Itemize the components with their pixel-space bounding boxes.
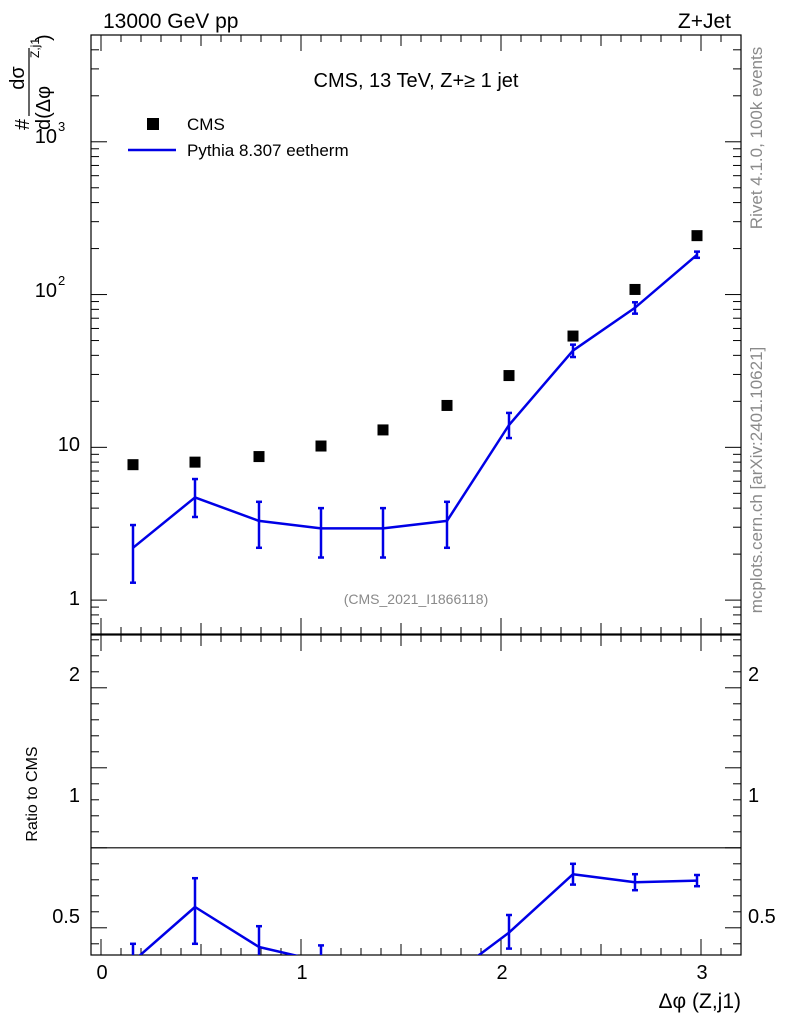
xtick-label-2: 2: [496, 962, 507, 984]
ratio-ytick-right-1: 1: [748, 785, 759, 807]
cms-data-point: [629, 283, 641, 295]
cms-data-point: [691, 230, 703, 242]
legend-label-pythia: Pythia 8.307 eetherm: [187, 141, 349, 160]
ratio-y-axis-title: Ratio to CMS: [24, 746, 41, 841]
cms-data-point: [503, 370, 515, 382]
mc-series-ratio: [130, 862, 700, 955]
cms-data-point: [441, 399, 453, 411]
ytick-label-1: 1: [69, 588, 80, 610]
legend: CMS Pythia 8.307 eetherm: [128, 115, 349, 160]
ytick-label-1000-exp: 3: [58, 119, 65, 134]
ratio-axes: [91, 635, 742, 955]
ytick-label-10: 10: [58, 434, 80, 456]
ratio-line: [138, 872, 698, 955]
ratio-ytick-right-0p5: 0.5: [748, 906, 776, 928]
analysis-id-watermark: (CMS_2021_I1866118): [344, 591, 489, 607]
ytick-label-100-exp: 2: [58, 273, 65, 288]
main-y-axis-title: # dσ d(Δφ Z,j1 ): [7, 34, 55, 130]
ratio-ytick-left-1: 1: [69, 785, 80, 807]
ratio-ytick-left-0p5: 0.5: [52, 906, 80, 928]
cms-data-point: [377, 424, 389, 436]
cms-series-main: [127, 230, 703, 471]
ytick-label-1000: 10: [35, 126, 57, 148]
plot-title: CMS, 13 TeV, Z+≥ 1 jet: [314, 70, 519, 92]
cms-data-point: [253, 451, 265, 463]
cms-data-point: [127, 459, 139, 471]
rivet-version-label: Rivet 4.1.0, 100k events: [747, 47, 766, 229]
cms-data-point: [315, 440, 327, 452]
legend-label-cms: CMS: [187, 115, 225, 134]
main-axes: [91, 34, 742, 635]
ratio-ytick-right-2: 2: [748, 664, 759, 686]
header-left: 13000 GeV pp: [103, 10, 238, 33]
ylabel-denominator: d(Δφ: [33, 86, 55, 130]
ylabel-close-paren: ): [33, 34, 55, 41]
ylabel-hash: #: [12, 118, 34, 130]
x-axis-title: Δφ (Z,j1): [659, 990, 741, 1013]
ratio-ytick-left-2: 2: [69, 664, 80, 686]
cms-data-point: [567, 330, 579, 342]
cms-data-point: [189, 456, 201, 468]
ylabel-superscript: Z,j1: [28, 38, 42, 58]
header-right: Z+Jet: [678, 10, 731, 33]
legend-marker-cms: [147, 118, 159, 130]
mc-series-main: [130, 250, 700, 584]
pythia-line: [132, 253, 698, 549]
xtick-label-0: 0: [96, 962, 107, 984]
ratio-plot-frame: [90, 634, 742, 956]
main-plot-frame: [90, 34, 742, 635]
mcplots-source-label: mcplots.cern.ch [arXiv:2401.10621]: [747, 347, 766, 613]
ytick-label-100: 10: [35, 280, 57, 302]
xtick-label-1: 1: [296, 962, 307, 984]
xtick-label-3: 3: [696, 962, 707, 984]
ylabel-numerator: dσ: [7, 66, 29, 90]
